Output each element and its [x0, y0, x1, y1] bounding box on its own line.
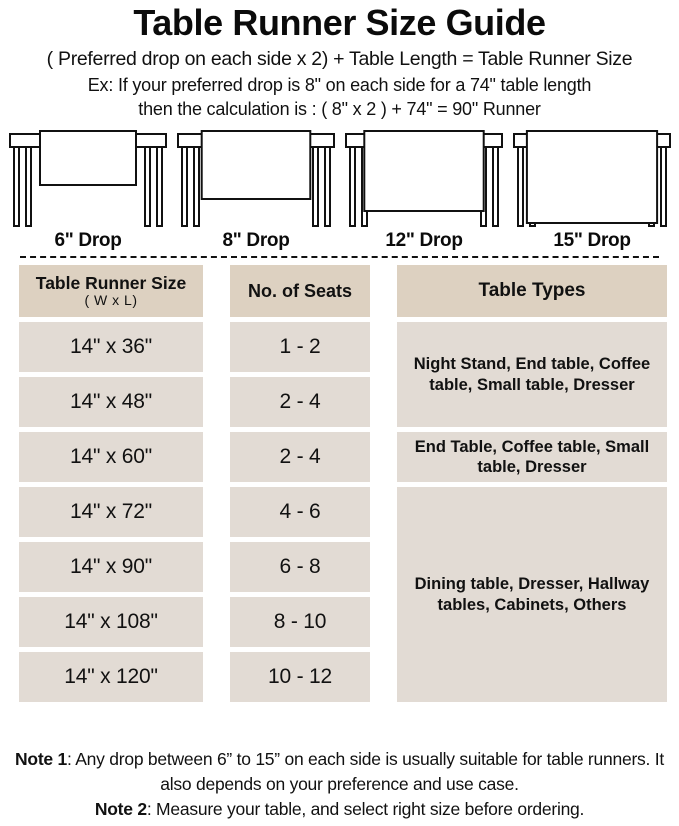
example-line-2: then the calculation is : ( 8" x 2 ) + 7… [138, 98, 541, 119]
table-drawing [513, 130, 671, 228]
header-size-sub: ( W x L) [84, 292, 138, 309]
cell-seats-7: 10 - 12 [230, 652, 370, 703]
page-title: Table Runner Size Guide [133, 2, 546, 43]
table-leg-4 [660, 146, 667, 228]
example-line-1: Ex: If your preferred drop is 8" on each… [87, 74, 592, 95]
table-leg-1 [349, 146, 356, 228]
table-runner [200, 130, 312, 201]
cell-table-types-2: End Table, Coffee table, Small table, Dr… [397, 432, 667, 483]
cell-size-5: 14" x 90" [19, 542, 203, 593]
table-runner [39, 130, 137, 187]
cell-size-2: 14" x 48" [19, 377, 203, 428]
note-1-text: : Any drop between 6” to 15” on each sid… [67, 749, 664, 795]
cell-seats-6: 8 - 10 [230, 597, 370, 648]
table-drawing [345, 130, 503, 228]
drop-label: 6" Drop [54, 230, 122, 252]
table-leg-1 [517, 146, 524, 228]
cell-seats-3: 2 - 4 [230, 432, 370, 483]
table-leg-4 [324, 146, 331, 228]
cell-size-1: 14" x 36" [19, 322, 203, 373]
drop-label: 12" Drop [385, 230, 463, 252]
table-runner [363, 130, 485, 213]
drop-label: 15" Drop [553, 230, 631, 252]
cell-size-7: 14" x 120" [19, 652, 203, 703]
cell-table-types-1: Night Stand, End table, Coffee table, Sm… [397, 322, 667, 428]
note-1: Note 1: Any drop between 6” to 15” on ea… [6, 747, 673, 797]
table-leg-4 [492, 146, 499, 228]
drop-illustration-1: 6" Drop [4, 129, 172, 252]
cell-seats-1: 1 - 2 [230, 322, 370, 373]
table-leg-2 [193, 146, 200, 228]
cell-size-3: 14" x 60" [19, 432, 203, 483]
column-table-types: Table Types Night Stand, End table, Coff… [397, 265, 667, 707]
drop-illustration-2: 8" Drop [172, 129, 340, 252]
cell-size-6: 14" x 108" [19, 597, 203, 648]
note-2-label: Note 2 [94, 799, 147, 820]
cell-seats-5: 6 - 8 [230, 542, 370, 593]
table-runner [525, 130, 659, 225]
table-drawing [9, 130, 167, 228]
table-leg-3 [312, 146, 319, 228]
note-2-text: : Measure your table, and select right s… [146, 799, 585, 820]
drop-illustration-4: 15" Drop [508, 129, 676, 252]
cell-seats-4: 4 - 6 [230, 487, 370, 538]
note-2: Note 2: Measure your table, and select r… [6, 797, 673, 822]
header-cell-types: Table Types [397, 265, 667, 318]
header-cell-seats: No. of Seats [230, 265, 370, 318]
drop-illustrations: 6" Drop 8" Drop 12" Drop 15" Drop [0, 129, 679, 252]
page-header: Table Runner Size Guide ( Preferred drop… [0, 0, 679, 121]
drop-label: 8" Drop [222, 230, 290, 252]
size-spec-table: Table Runner Size ( W x L) 14" x 36" 14" … [0, 265, 679, 707]
section-divider [20, 256, 659, 259]
cell-size-4: 14" x 72" [19, 487, 203, 538]
notes-section: Note 1: Any drop between 6” to 15” on ea… [0, 747, 679, 822]
cell-seats-2: 2 - 4 [230, 377, 370, 428]
table-leg-4 [156, 146, 163, 228]
formula-line: ( Preferred drop on each side x 2) + Tab… [46, 47, 633, 70]
column-table-runner-size: Table Runner Size ( W x L) 14" x 36" 14" … [19, 265, 203, 707]
table-leg-1 [13, 146, 20, 228]
header-cell-size: Table Runner Size ( W x L) [19, 265, 203, 318]
table-leg-2 [25, 146, 32, 228]
table-leg-3 [144, 146, 151, 228]
drop-illustration-3: 12" Drop [340, 129, 508, 252]
table-drawing [177, 130, 335, 228]
note-1-label: Note 1 [15, 749, 67, 770]
cell-table-types-3: Dining table, Dresser, Hallway tables, C… [397, 487, 667, 703]
header-size-main: Table Runner Size [35, 272, 187, 293]
table-leg-1 [181, 146, 188, 228]
